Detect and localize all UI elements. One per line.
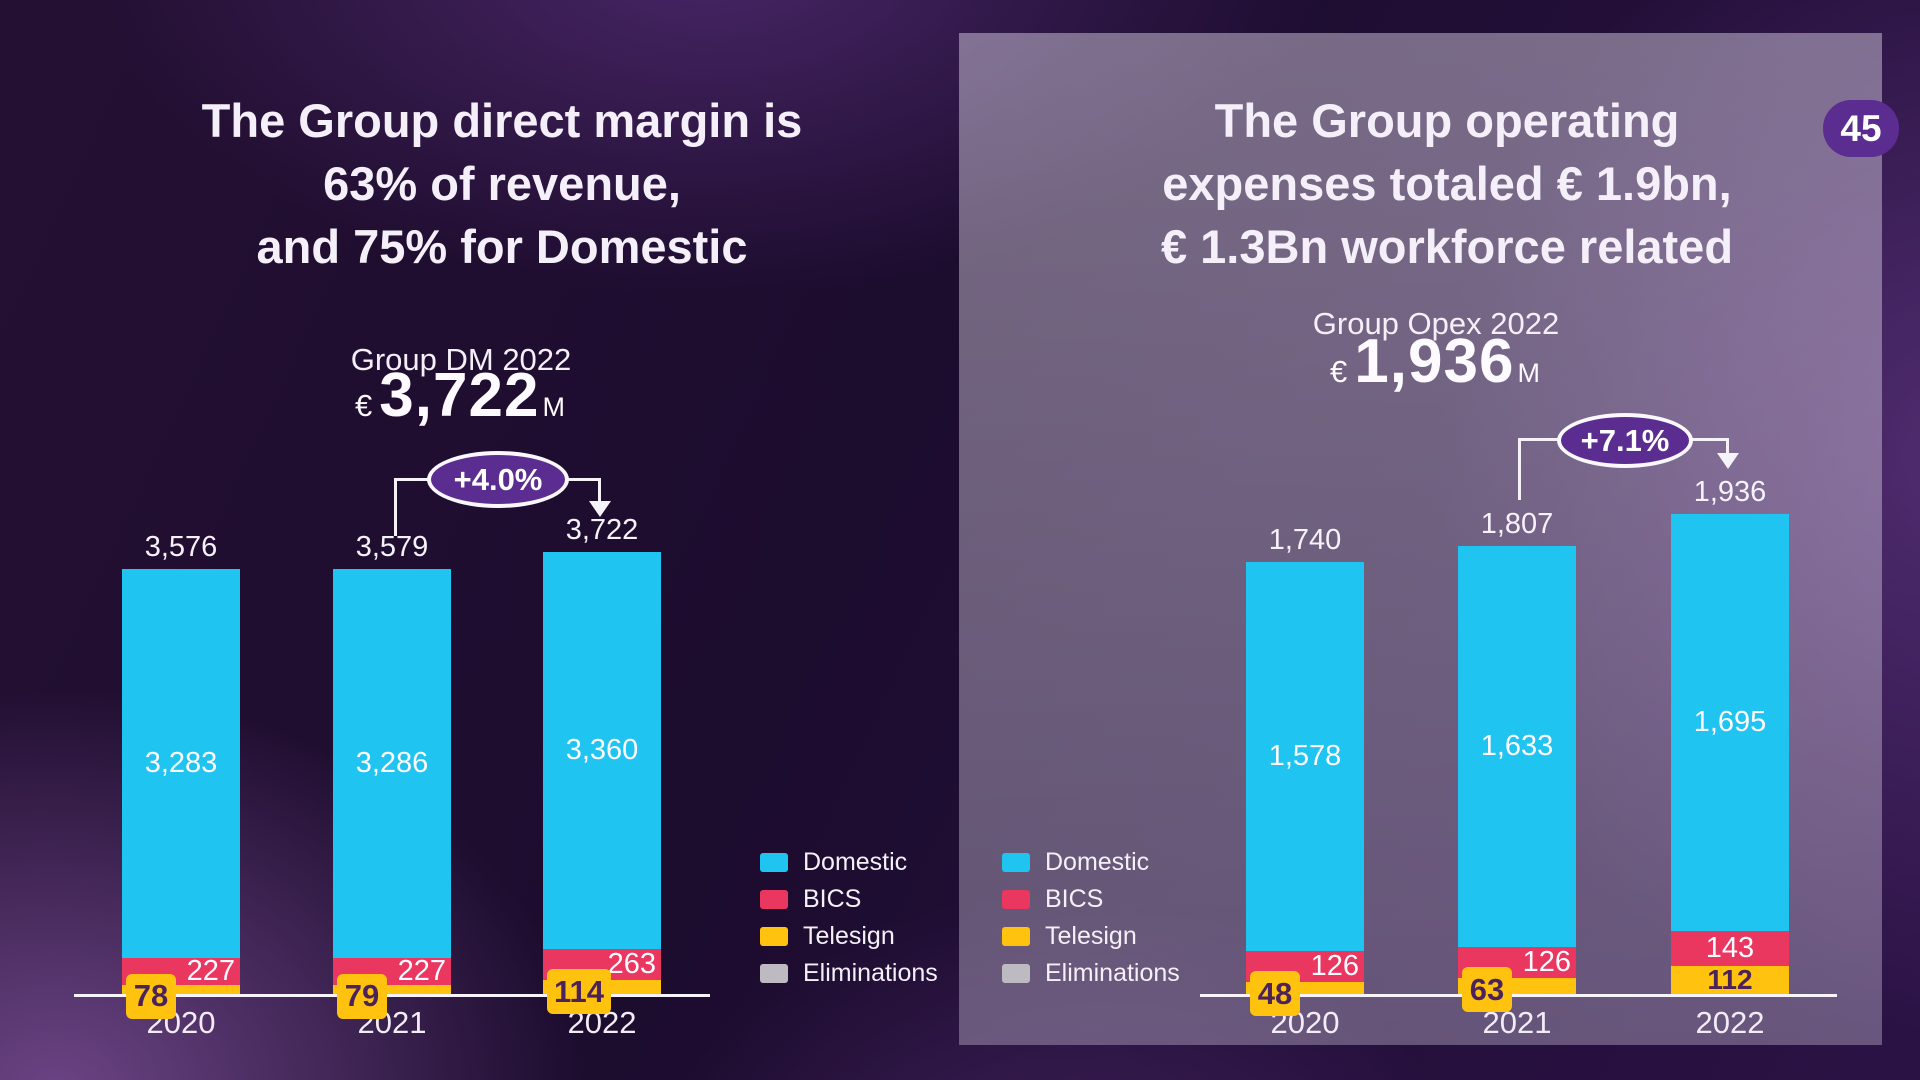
- left-metric-value: € 3,722 M: [260, 360, 660, 431]
- eliminations-swatch-icon: [1002, 964, 1030, 983]
- right-chart-legend: Domestic BICS Telesign Eliminations: [1002, 844, 1180, 992]
- legend-item-domestic: Domestic: [1002, 844, 1180, 881]
- domestic-swatch-icon: [760, 853, 788, 872]
- left-chart-legend: Domestic BICS Telesign Eliminations: [760, 844, 938, 992]
- left-growth-bracket-start: [394, 478, 397, 536]
- right-growth-badge: +7.1%: [1557, 413, 1693, 468]
- left-growth-arrow-icon: [589, 501, 611, 517]
- bar-segment-domestic-2021: 3,286: [333, 568, 451, 958]
- right-metric-number: 1,936: [1354, 327, 1515, 396]
- left-chart-title: The Group direct margin is 63% of revenu…: [117, 89, 887, 278]
- right-metric-currency: €: [1330, 354, 1348, 389]
- domestic-swatch-icon: [1002, 853, 1030, 872]
- left-metric-label: Group DM 2022: [350, 342, 572, 377]
- bar-segment-bics-2020: 126: [1246, 950, 1364, 983]
- left-metric-currency: €: [355, 388, 373, 423]
- left-growth-badge: +4.0%: [427, 451, 569, 508]
- right-growth-bracket-start: [1518, 438, 1521, 500]
- legend-label: Telesign: [1045, 922, 1137, 950]
- right-metric-value: € 1,936 M: [1235, 326, 1635, 397]
- bar-total-label-2020: 3,576: [144, 531, 218, 564]
- legend-item-domestic: Domestic: [760, 844, 938, 881]
- bar-segment-telesign-2020: [1246, 982, 1364, 994]
- right-chart-title-line-1: The Group operating: [1214, 94, 1680, 147]
- legend-label: Domestic: [1045, 848, 1150, 876]
- legend-label: BICS: [1045, 885, 1104, 913]
- bar-segment-domestic-2021: 1,633: [1458, 545, 1576, 948]
- legend-item-telesign: Telesign: [760, 918, 938, 955]
- bar-total-label-2022: 1,936: [1693, 475, 1767, 508]
- legend-label: BICS: [803, 885, 862, 913]
- left-chart-title-line-1: The Group direct margin is: [201, 94, 803, 147]
- telesign-value-tag-2021: 63: [1462, 967, 1512, 1013]
- telesign-value-tag-2021: 79: [337, 973, 387, 1019]
- telesign-value-tag-2020: 48: [1250, 971, 1300, 1017]
- legend-item-bics: BICS: [760, 881, 938, 918]
- eliminations-swatch-icon: [760, 964, 788, 983]
- legend-item-telesign: Telesign: [1002, 918, 1180, 955]
- bar-total-label-2020: 1,740: [1268, 524, 1342, 557]
- legend-item-eliminations: Eliminations: [760, 955, 938, 992]
- telesign-swatch-icon: [760, 927, 788, 946]
- bar-total-label-2021: 3,579: [355, 530, 429, 563]
- telesign-value-tag-2020: 78: [126, 973, 176, 1019]
- right-chart-title-line-3: € 1.3Bn workforce related: [1160, 220, 1734, 273]
- bar-segment-telesign-2022: 112: [1671, 964, 1789, 995]
- right-metric-label: Group Opex 2022: [1312, 306, 1560, 341]
- x-axis-year-label-2022: 2022: [1695, 1005, 1765, 1040]
- bar-segment-domestic-2022: 1,695: [1671, 513, 1789, 931]
- bar-segment-bics-2022: 143: [1671, 930, 1789, 967]
- right-chart-title: The Group operating expenses totaled € 1…: [1062, 89, 1832, 278]
- bar-segment-domestic-2020: 3,283: [122, 569, 240, 958]
- right-metric-unit: M: [1517, 358, 1540, 388]
- x-axis-line-group-opex: [1200, 994, 1837, 997]
- bar-total-label-2021: 1,807: [1480, 507, 1554, 540]
- legend-item-bics: BICS: [1002, 881, 1180, 918]
- right-growth-arrow-icon: [1717, 453, 1739, 469]
- left-metric-unit: M: [542, 392, 565, 422]
- x-axis-line-group-dm: [74, 994, 710, 997]
- bar-segment-bics-2020: 227: [122, 955, 240, 987]
- bar-segment-telesign-2020: [122, 984, 240, 994]
- bics-swatch-icon: [1002, 890, 1030, 909]
- telesign-value-tag-2022: 114: [547, 969, 612, 1015]
- right-growth-arrow-line: [1726, 438, 1729, 454]
- left-metric-number: 3,722: [379, 361, 540, 430]
- legend-label: Eliminations: [1045, 959, 1180, 987]
- telesign-swatch-icon: [1002, 927, 1030, 946]
- left-chart-title-line-2: 63% of revenue,: [323, 157, 681, 210]
- left-chart-title-line-3: and 75% for Domestic: [256, 220, 748, 273]
- bics-swatch-icon: [760, 890, 788, 909]
- legend-label: Eliminations: [803, 959, 938, 987]
- right-chart-title-line-2: expenses totaled € 1.9bn,: [1162, 157, 1732, 210]
- legend-item-eliminations: Eliminations: [1002, 955, 1180, 992]
- bar-segment-domestic-2022: 3,360: [543, 551, 661, 950]
- left-growth-arrow-line: [598, 478, 601, 502]
- bar-total-label-2022: 3,722: [565, 513, 639, 546]
- bar-segment-telesign-2021: [333, 984, 451, 994]
- bar-segment-bics-2021: 126: [1458, 946, 1576, 979]
- legend-label: Telesign: [803, 922, 895, 950]
- slide-number-badge: 45: [1823, 100, 1899, 157]
- legend-label: Domestic: [803, 848, 908, 876]
- bar-segment-domestic-2020: 1,578: [1246, 562, 1364, 951]
